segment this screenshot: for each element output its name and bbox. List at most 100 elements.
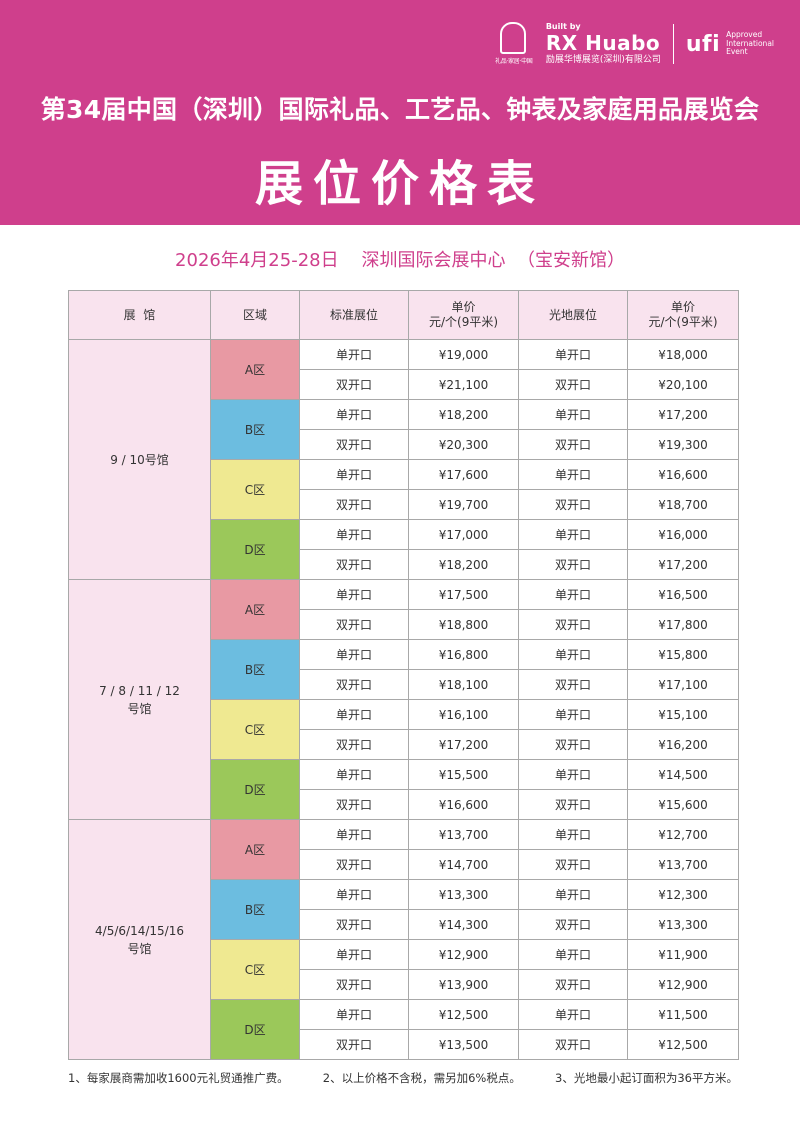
raw-space-price: ¥17,200 [627, 549, 739, 580]
table-row: C区 单开口 ¥17,600 单开口 ¥16,600 [69, 459, 739, 520]
zone-label: A区 [210, 339, 300, 400]
table-row: 双开口 ¥19,700 双开口 ¥18,700 [69, 489, 739, 520]
raw-space-type: 单开口 [518, 579, 628, 610]
standard-booth-price: ¥14,700 [408, 849, 519, 880]
zone-label: B区 [210, 399, 300, 460]
standard-booth-price: ¥19,700 [408, 489, 519, 520]
standard-booth-price: ¥13,300 [408, 879, 519, 910]
standard-booth-price: ¥21,100 [408, 369, 519, 400]
rx-brand: RX Huabo [545, 31, 661, 55]
standard-booth-type: 单开口 [299, 399, 409, 430]
raw-space-type: 单开口 [518, 519, 628, 550]
standard-booth-type: 单开口 [299, 939, 409, 970]
standard-booth-price: ¥15,500 [408, 759, 519, 790]
raw-space-type: 双开口 [518, 669, 628, 700]
zone-label: D区 [210, 519, 300, 580]
raw-space-type: 双开口 [518, 429, 628, 460]
raw-space-price: ¥20,100 [627, 369, 739, 400]
raw-space-price: ¥12,300 [627, 879, 739, 910]
standard-booth-price: ¥18,200 [408, 549, 519, 580]
event-date-venue: 2026年4月25-28日 深圳国际会展中心 （宝安新馆） [175, 250, 625, 271]
footnote: 1、每家展商需加收1600元礼贸通推广费。 [68, 1071, 289, 1085]
standard-booth-price: ¥18,800 [408, 609, 519, 640]
standard-booth-price: ¥17,600 [408, 459, 519, 490]
raw-space-price: ¥18,000 [627, 339, 739, 370]
header-standard-price: 单价 元/个(9平米) [408, 290, 519, 340]
raw-space-type: 单开口 [518, 339, 628, 370]
standard-booth-price: ¥12,900 [408, 939, 519, 970]
raw-space-price: ¥12,700 [627, 819, 739, 850]
price-table-body: 9 / 10号馆 A区 单开口 ¥19,000 单开口 ¥18,000 双开口 ¥21,100… [68, 339, 739, 1060]
raw-space-type: 双开口 [518, 549, 628, 580]
ufi-logo: ufi Approved International Event [686, 31, 774, 57]
raw-space-price: ¥15,100 [627, 699, 739, 730]
logo-divider [672, 24, 674, 64]
raw-space-type: 双开口 [518, 909, 628, 940]
standard-booth-price: ¥13,700 [408, 819, 519, 850]
zone-label: B区 [210, 879, 300, 940]
table-row: 9 / 10号馆 A区 单开口 ¥19,000 单开口 ¥18,000 [68, 339, 739, 580]
standard-booth-price: ¥14,300 [408, 909, 519, 940]
ufi-approved-text: Approved International Event [726, 31, 774, 57]
table-row: 双开口 ¥13,500 双开口 ¥12,500 [69, 1029, 739, 1060]
header-standard-booth: 标准展位 [299, 290, 409, 340]
raw-space-price: ¥17,100 [627, 669, 739, 700]
table-row: 双开口 ¥13,900 双开口 ¥12,900 [69, 969, 739, 1000]
standard-booth-type: 单开口 [299, 999, 409, 1030]
gifts-home-logo-caption: 礼品·家居·中国 [495, 58, 533, 65]
standard-booth-price: ¥16,100 [408, 699, 519, 730]
standard-booth-type: 单开口 [299, 339, 409, 370]
table-row: 双开口 ¥20,300 双开口 ¥19,300 [69, 429, 739, 460]
raw-space-price: ¥17,800 [627, 609, 739, 640]
standard-booth-type: 双开口 [299, 669, 409, 700]
table-row: 双开口 ¥14,300 双开口 ¥13,300 [69, 909, 739, 940]
logo-bar: 礼品·家居·中国 Built by RX Huabo 励展华博展览(深圳)有限公… [494, 20, 774, 68]
raw-space-price: ¥19,300 [627, 429, 739, 460]
standard-booth-type: 双开口 [299, 369, 409, 400]
table-row: D区 单开口 ¥12,500 单开口 ¥11,500 [69, 999, 739, 1060]
raw-space-type: 单开口 [518, 639, 628, 670]
hall-name: 7 / 8 / 11 / 12 号馆 [68, 579, 211, 820]
raw-space-type: 双开口 [518, 969, 628, 1000]
raw-space-price: ¥17,200 [627, 399, 739, 430]
zone-label: C区 [210, 939, 300, 1000]
standard-booth-type: 单开口 [299, 699, 409, 730]
raw-space-price: ¥16,000 [627, 519, 739, 550]
zone-label: C区 [210, 459, 300, 520]
standard-booth-type: 双开口 [299, 549, 409, 580]
raw-space-type: 双开口 [518, 609, 628, 640]
table-header-row: 展 馆 区域 标准展位 单价 元/个(9平米) 光地展位 单价 元/个(9平米) [68, 290, 739, 340]
standard-booth-price: ¥13,500 [408, 1029, 519, 1060]
standard-booth-type: 单开口 [299, 879, 409, 910]
table-row: 双开口 ¥18,200 双开口 ¥17,200 [69, 549, 739, 580]
table-row: 4/5/6/14/15/16 号馆 A区 单开口 ¥13,700 单开口 ¥12,700 [68, 819, 739, 1060]
standard-booth-type: 单开口 [299, 639, 409, 670]
raw-space-price: ¥18,700 [627, 489, 739, 520]
ufi-approved-line: International [726, 38, 774, 48]
header-raw-space: 光地展位 [518, 290, 628, 340]
standard-booth-price: ¥17,500 [408, 579, 519, 610]
raw-space-type: 双开口 [518, 489, 628, 520]
raw-space-type: 单开口 [518, 699, 628, 730]
zone-label: B区 [210, 639, 300, 700]
raw-space-type: 单开口 [518, 939, 628, 970]
table-row: 双开口 ¥16,600 双开口 ¥15,600 [69, 789, 739, 820]
table-row: 双开口 ¥17,200 双开口 ¥16,200 [69, 729, 739, 760]
raw-space-price: ¥16,200 [627, 729, 739, 760]
raw-space-type: 单开口 [518, 999, 628, 1030]
standard-booth-price: ¥18,100 [408, 669, 519, 700]
standard-booth-type: 单开口 [299, 519, 409, 550]
standard-booth-type: 双开口 [299, 1029, 409, 1060]
footnote: 2、以上价格不含税，需另加6%税点。 [322, 1071, 521, 1085]
page-title: 展位价格表 [254, 156, 545, 212]
raw-space-price: ¥11,900 [627, 939, 739, 970]
rx-built-by: Built by [545, 22, 581, 31]
footnote: 3、光地最小起订面积为36平方米。 [555, 1071, 738, 1085]
raw-space-price: ¥16,600 [627, 459, 739, 490]
raw-space-type: 双开口 [518, 789, 628, 820]
raw-space-price: ¥11,500 [627, 999, 739, 1030]
raw-space-price: ¥13,700 [627, 849, 739, 880]
raw-space-price: ¥12,900 [627, 969, 739, 1000]
zone-label: D区 [210, 999, 300, 1060]
zone-label: D区 [210, 759, 300, 820]
